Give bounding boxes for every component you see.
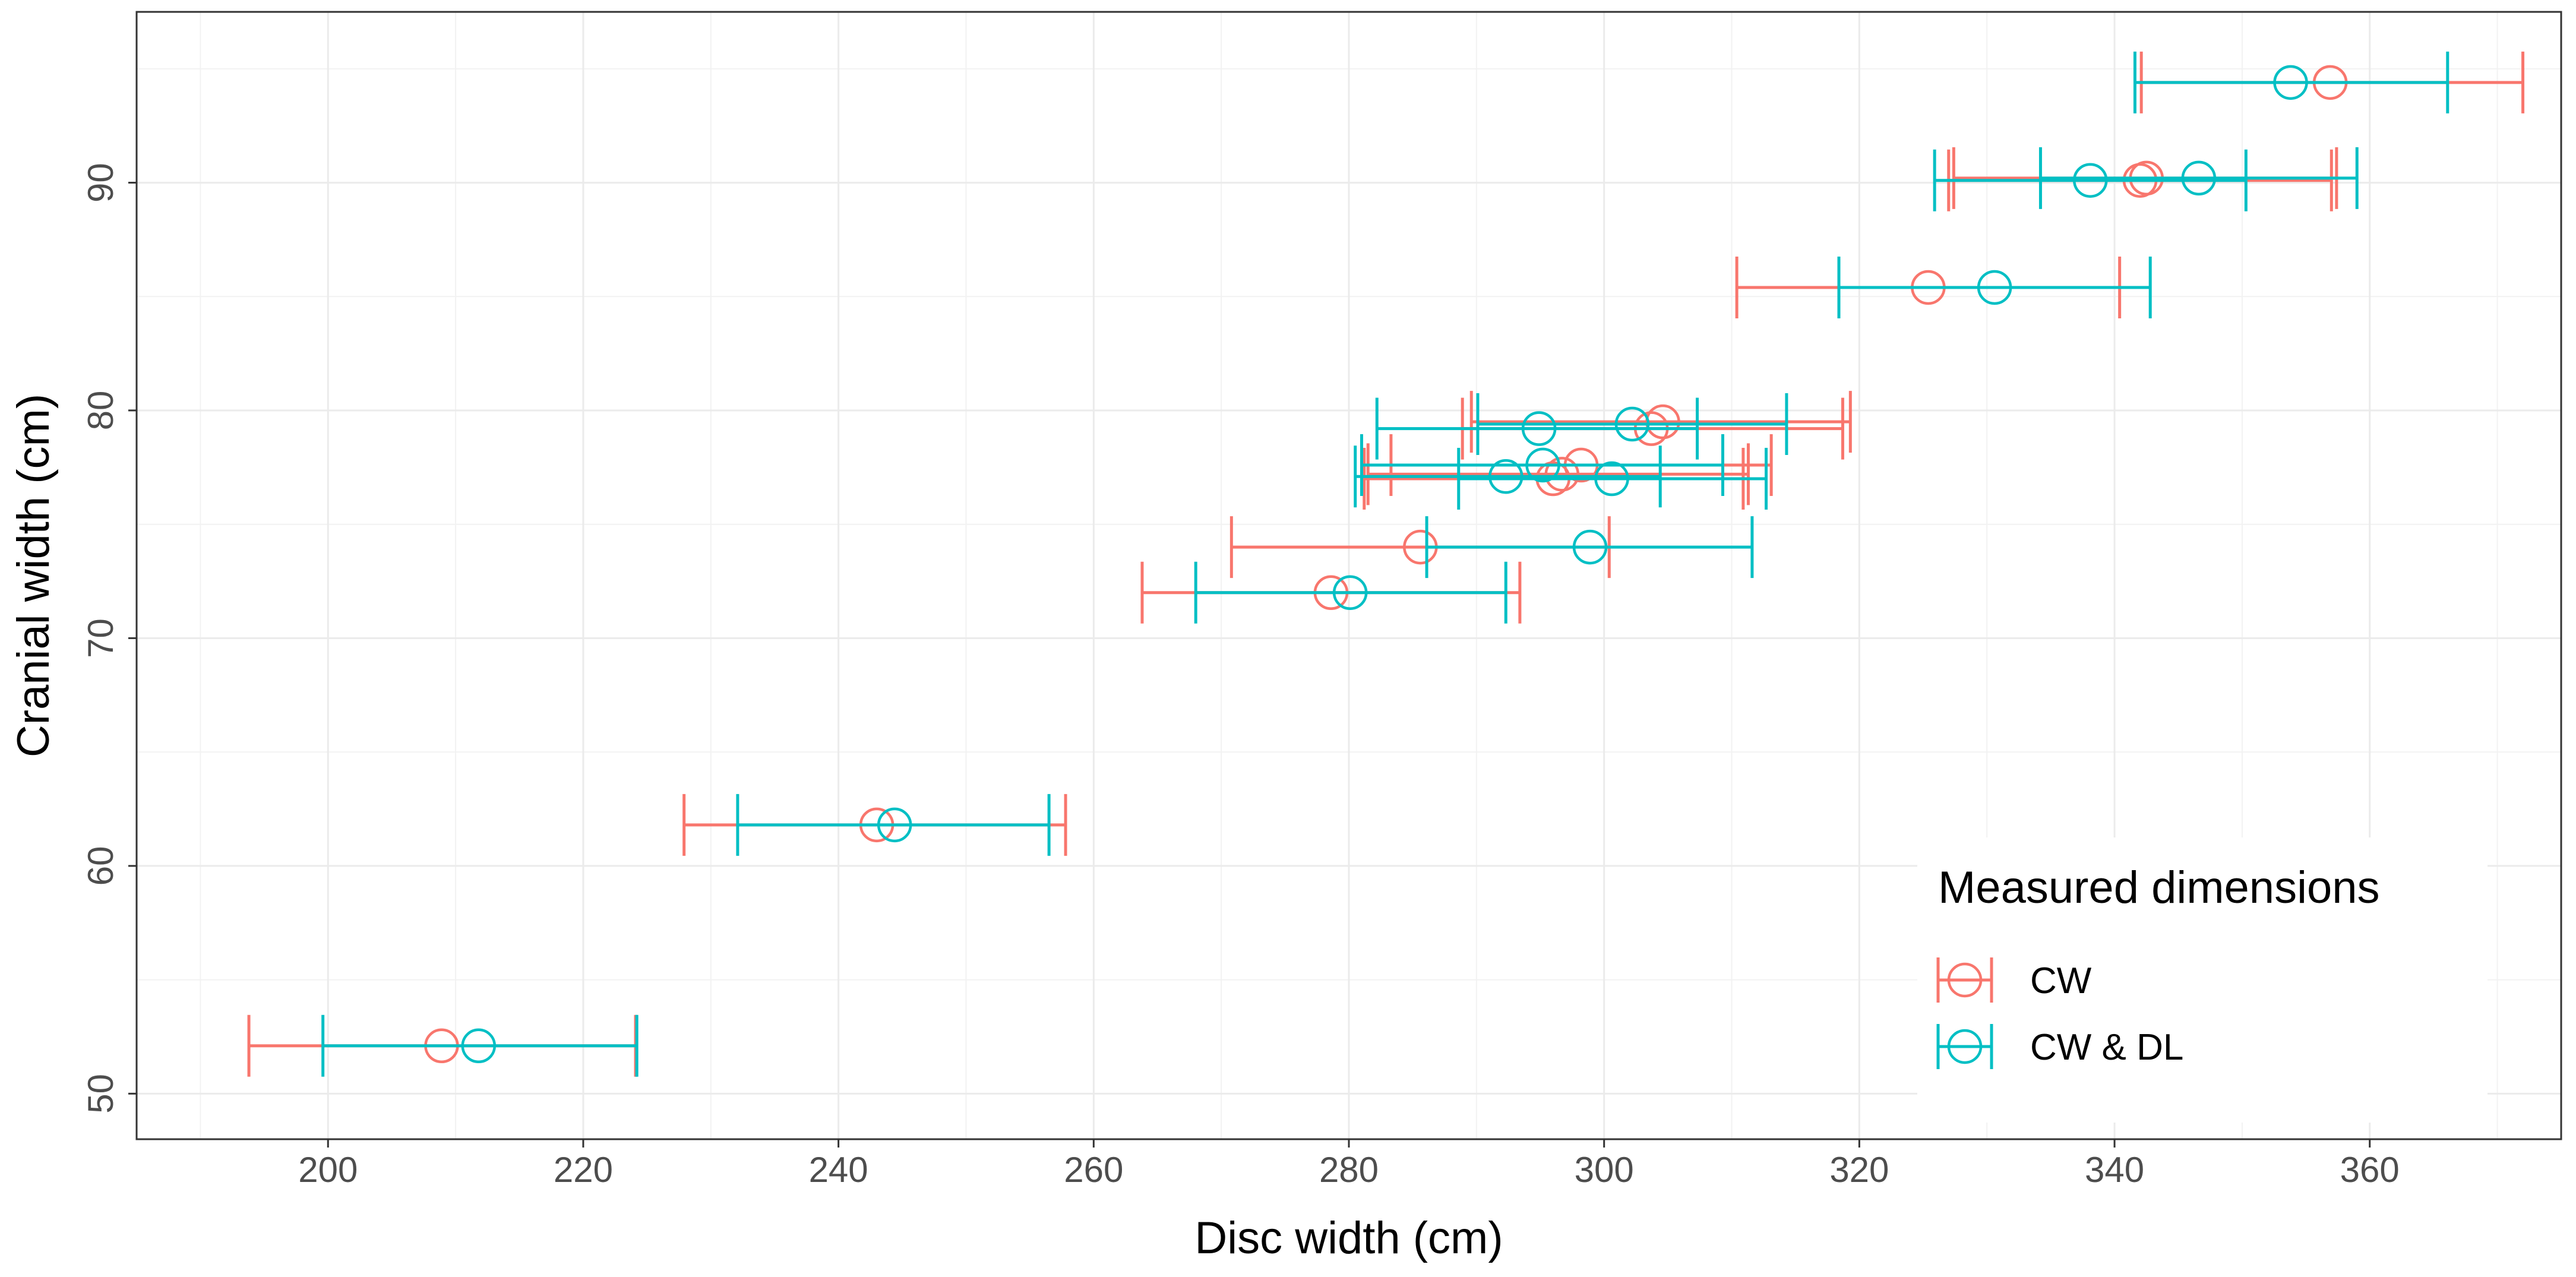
data-series xyxy=(247,51,2525,1077)
legend-key-circle xyxy=(1947,962,1983,998)
data-point xyxy=(1572,529,1608,565)
data-point xyxy=(1614,406,1650,442)
series-group xyxy=(321,51,2449,1077)
y-tick-label: 90 xyxy=(81,163,121,203)
data-point xyxy=(1488,459,1524,494)
y-tick-label: 50 xyxy=(81,1074,121,1114)
data-point xyxy=(877,807,912,843)
x-tick-label: 280 xyxy=(1319,1150,1379,1190)
x-axis-title: Disc width (cm) xyxy=(1194,1213,1503,1263)
data-point xyxy=(1332,575,1368,611)
x-tick-label: 340 xyxy=(2085,1150,2144,1190)
data-point xyxy=(2072,163,2108,198)
legend-key-circle xyxy=(1947,1029,1983,1064)
data-point xyxy=(1521,411,1557,446)
x-tick-label: 300 xyxy=(1575,1150,1634,1190)
legend-label: CW & DL xyxy=(2030,1027,2183,1068)
axes: 200 220 240 260 280 300 320 340 360 50 60 70 80 90 xyxy=(81,163,2400,1190)
x-tick-label: 240 xyxy=(809,1150,868,1190)
legend-label: CW xyxy=(2030,960,2092,1001)
legend-keys: CW CW & DL xyxy=(1936,957,2183,1069)
data-point xyxy=(2181,160,2217,196)
data-point xyxy=(2273,65,2308,100)
data-point xyxy=(1594,461,1629,497)
data-point xyxy=(461,1028,497,1064)
y-axis-title: Cranial width (cm) xyxy=(8,394,59,757)
data-point xyxy=(1525,447,1560,483)
x-tick-label: 220 xyxy=(554,1150,613,1190)
legend-title: Measured dimensions xyxy=(1938,862,2380,913)
legend: Measured dimensions CW CW & DL xyxy=(1917,837,2488,1123)
x-tick-label: 360 xyxy=(2340,1150,2400,1190)
data-point xyxy=(1977,270,2012,305)
x-tick-label: 200 xyxy=(298,1150,358,1190)
data-point xyxy=(1544,457,1580,492)
legend-background xyxy=(1917,837,2488,1123)
y-tick-label: 60 xyxy=(81,846,121,886)
y-tick-label: 70 xyxy=(81,618,121,658)
y-tick-label: 80 xyxy=(81,391,121,431)
x-tick-label: 320 xyxy=(1829,1150,1889,1190)
x-tick-label: 260 xyxy=(1064,1150,1123,1190)
